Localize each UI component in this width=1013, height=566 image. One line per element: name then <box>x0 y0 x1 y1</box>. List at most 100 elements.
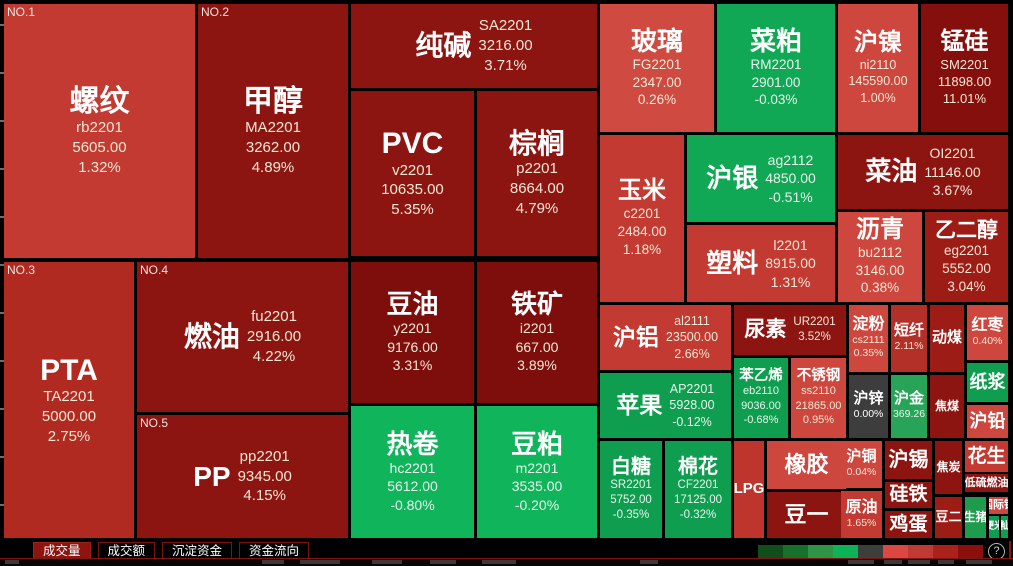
tile-c2201[interactable]: 玉米 c2201 2484.00 1.18% <box>600 135 684 302</box>
tile-item-40[interactable]: 豆一 <box>767 492 846 538</box>
tile-item-53[interactable]: 早籼稻 <box>1001 516 1008 538</box>
tile-item-30[interactable]: 红枣 0.40% <box>967 305 1008 360</box>
tile-code: MA2201 <box>245 119 301 137</box>
tile-title: 热卷 <box>386 428 439 459</box>
tile-ag2112[interactable]: 沪银 ag2112 4850.00 -0.51% <box>687 135 835 222</box>
tile-al2111[interactable]: 沪铝 al2111 23500.00 2.66% <box>600 305 731 370</box>
tile-code: v2201 <box>392 161 433 179</box>
tile-l2201[interactable]: 塑料 l2201 8915.00 1.31% <box>687 225 835 302</box>
tile-ni2110[interactable]: 沪镍 ni2110 145590.00 1.00% <box>838 4 918 132</box>
tile-item-39[interactable]: 橡胶 <box>767 441 846 489</box>
tile-OI2201[interactable]: 菜油 OI2201 11146.00 3.67% <box>838 135 1008 209</box>
tile-hc2201[interactable]: 热卷 hc2201 5612.00 -0.80% <box>351 406 474 538</box>
tile-item-33[interactable]: 焦煤 <box>930 375 964 438</box>
tile-y2201[interactable]: 豆油 y2201 9176.00 3.31% <box>351 262 474 403</box>
tile-SA2201[interactable]: 纯碱 SA2201 3216.00 3.71% <box>351 4 597 88</box>
toolbar-button-2[interactable]: 沉淀资金 <box>162 542 233 561</box>
tile-title: 塑料 <box>706 247 759 278</box>
tile-change: -0.35% <box>612 509 650 522</box>
tile-item-28[interactable]: 短纤 2.11% <box>891 305 927 372</box>
tile-item-46[interactable]: 焦炭 <box>935 441 962 494</box>
tile-item-50[interactable]: 生猪 <box>965 497 986 538</box>
tile-values: OI2201 11146.00 3.67% <box>924 144 980 199</box>
tile-item-29[interactable]: 动煤 <box>930 305 964 372</box>
clipped-text-fragment <box>262 560 284 564</box>
tile-change: 3.04% <box>947 278 986 294</box>
tile-item-48[interactable]: 低硫燃油 <box>965 474 1008 492</box>
tile-MA2201[interactable]: NO.2 甲醇 MA2201 3262.00 4.89% <box>198 4 348 258</box>
tile-price: 11146.00 <box>924 163 981 180</box>
legend-swatch <box>958 545 983 558</box>
tile-title: 不锈钢 <box>796 368 841 385</box>
tile-eb2110[interactable]: 苯乙烯 eb2110 9036.00 -0.68% <box>734 358 788 438</box>
tile-rb2201[interactable]: NO.1 螺纹 rb2201 5605.00 1.32% <box>4 4 195 258</box>
tile-code: eg2201 <box>943 243 990 259</box>
tile-item-35[interactable]: 沪铅 <box>967 405 1008 438</box>
tile-values: l2201 8915.00 1.31% <box>765 236 816 291</box>
tile-item-34[interactable]: 纸浆 <box>967 363 1008 402</box>
tile-title: 玻璃 <box>630 25 683 56</box>
tile-RM2201[interactable]: 菜粕 RM2201 2901.00 -0.03% <box>717 4 835 132</box>
tile-change: -0.51% <box>768 188 813 205</box>
tile-code: m2201 <box>515 459 559 476</box>
tile-item-31[interactable]: 沪锌 0.00% <box>849 375 888 438</box>
tile-SM2201[interactable]: 锰硅 SM2201 11898.00 11.01% <box>921 4 1008 132</box>
tile-TA2201[interactable]: NO.3 PTA TA2201 5000.00 2.75% <box>4 262 134 538</box>
tile-title: 白糖 <box>611 455 651 478</box>
tile-ss2110[interactable]: 不锈钢 ss2110 21865.00 0.95% <box>791 358 846 438</box>
tile-title: 苹果 <box>616 391 663 418</box>
tile-code: pp2201 <box>239 447 290 465</box>
legend-swatch <box>908 545 933 558</box>
tile-item-47[interactable]: 花生 <box>965 441 1008 472</box>
tile-bu2112[interactable]: 沥青 bu2112 3146.00 0.38% <box>838 212 922 302</box>
right-red-divider <box>1009 541 1011 565</box>
tile-title: 沪锌 <box>853 390 884 408</box>
tile-item-41[interactable]: 沪铜 0.04% <box>841 441 882 488</box>
tile-UR2201[interactable]: 尿素 UR2201 3.52% <box>734 305 846 355</box>
tile-change: 3.67% <box>932 182 973 199</box>
tile-p2201[interactable]: 棕榈 p2201 8664.00 4.79% <box>477 91 597 256</box>
tile-eg2201[interactable]: 乙二醇 eg2201 5552.00 3.04% <box>925 212 1008 302</box>
clipped-text-fragment <box>640 560 658 564</box>
tile-v2201[interactable]: PVC v2201 10635.00 5.35% <box>351 91 474 256</box>
tile-price: 21865.00 <box>795 399 842 412</box>
tile-values: AP2201 5928.00 -0.12% <box>669 381 714 431</box>
toolbar-button-1[interactable]: 成交额 <box>97 542 156 561</box>
tile-item-38[interactable]: LPG <box>734 441 764 538</box>
tile-CF2201[interactable]: 棉花 CF2201 17125.00 -0.32% <box>665 441 731 538</box>
tile-title: 沪铝 <box>612 323 659 350</box>
tile-AP2201[interactable]: 苹果 AP2201 5928.00 -0.12% <box>600 373 731 438</box>
tile-values: pp2201 9345.00 4.15% <box>238 447 292 506</box>
tile-title: 焦煤 <box>934 398 959 413</box>
tile-title: 沪镍 <box>854 28 902 56</box>
tile-price: 2347.00 <box>632 74 682 90</box>
tile-item-44[interactable]: 硅铁 <box>885 482 932 508</box>
tile-item-52[interactable]: 粳米 <box>989 516 999 538</box>
tile-item-32[interactable]: 沪金 369.26 <box>891 375 927 438</box>
tile-fu2201[interactable]: NO.4 燃油 fu2201 2916.00 4.22% <box>137 262 348 412</box>
tile-price: 3146.00 <box>855 262 905 278</box>
tile-price: 11898.00 <box>937 73 992 89</box>
tile-cs2111[interactable]: 淀粉 cs2111 0.35% <box>849 305 888 372</box>
tile-title: 原油 <box>845 498 878 516</box>
tile-item-51[interactable]: 国际铜 <box>989 497 1008 514</box>
clipped-text-fragment <box>372 560 402 564</box>
tile-m2201[interactable]: 豆粕 m2201 3535.00 -0.20% <box>477 406 597 538</box>
tile-item-43[interactable]: 沪锡 <box>885 441 932 479</box>
tile-item-42[interactable]: 原油 1.65% <box>841 491 882 538</box>
tile-title: 纯碱 <box>415 30 472 62</box>
ruler-tick <box>0 312 4 314</box>
tile-code: OI2201 <box>929 145 976 162</box>
tile-pp2201[interactable]: NO.5 PP pp2201 9345.00 4.15% <box>137 415 348 538</box>
tile-change: 4.15% <box>243 487 286 505</box>
tile-change: 1.32% <box>78 158 121 176</box>
tile-FG2201[interactable]: 玻璃 FG2201 2347.00 0.26% <box>600 4 714 132</box>
tile-title: 尿素 <box>744 318 787 342</box>
tile-SR2201[interactable]: 白糖 SR2201 5752.00 -0.35% <box>600 441 662 538</box>
tile-item-45[interactable]: 鸡蛋 <box>885 511 932 538</box>
tile-price: 5000.00 <box>41 407 97 425</box>
tile-i2201[interactable]: 铁矿 i2201 667.00 3.89% <box>477 262 597 403</box>
ruler-tick <box>0 168 4 170</box>
tile-item-49[interactable]: 豆二 <box>935 497 962 538</box>
